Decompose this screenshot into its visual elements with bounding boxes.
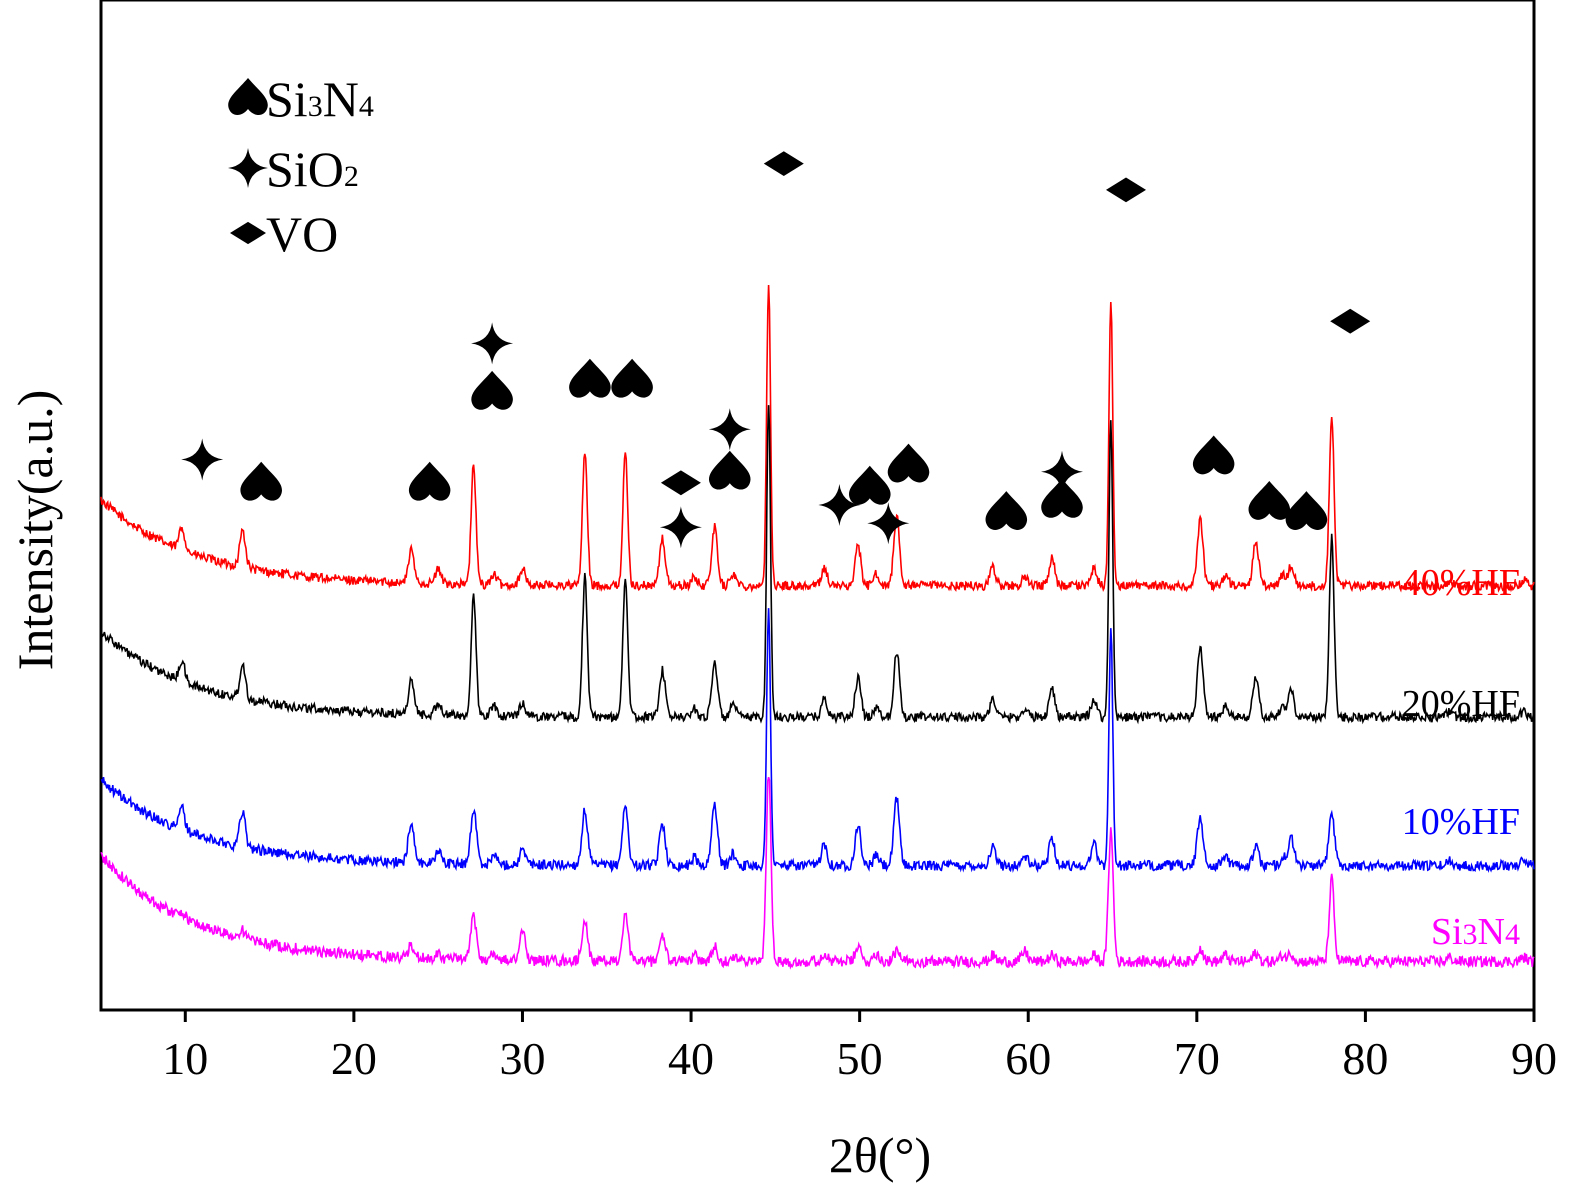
spade-marker: [1285, 491, 1328, 530]
spade-marker: [471, 370, 513, 410]
series-line-2: [100, 608, 1535, 874]
spade-marker: [985, 491, 1028, 530]
series-line-0: [100, 284, 1535, 593]
legend-star-icon: [228, 148, 268, 188]
series-line-1: [100, 405, 1535, 725]
star-marker: [818, 484, 861, 526]
star-marker: [1041, 450, 1083, 493]
x-axis-title: 2θ(°): [829, 1127, 931, 1183]
x-tick-label: 30: [499, 1033, 545, 1084]
legend-entry-label: SiO2: [266, 141, 359, 197]
spade-marker: [611, 358, 653, 398]
spade-marker: [569, 358, 611, 398]
annotation-layer: [181, 151, 1371, 549]
star-marker: [867, 502, 910, 545]
legend-text-part: SiO: [266, 141, 344, 197]
series-label-part: 20%HF: [1402, 683, 1520, 725]
x-tick-label: 20: [331, 1033, 377, 1084]
series-label: 40%HF: [1402, 562, 1520, 604]
legend-diamond-icon: [230, 221, 266, 245]
spade-marker: [1248, 481, 1291, 520]
spade-marker: [1041, 478, 1083, 518]
legend-text-part: 2: [344, 160, 359, 193]
spade-marker: [709, 450, 751, 490]
series-label-part: 40%HF: [1402, 562, 1520, 604]
diamond-marker: [1106, 177, 1146, 203]
series-label-part: 10%HF: [1402, 801, 1520, 843]
series-label-part: 3: [1463, 918, 1478, 951]
plot-frame: [99, 0, 1536, 1012]
x-tick-label: 40: [668, 1033, 714, 1084]
diamond-marker: [763, 151, 804, 176]
star-marker: [181, 438, 224, 481]
star-marker: [471, 322, 514, 365]
legend-entry-label: Si3N4: [266, 71, 374, 127]
spade-marker: [240, 461, 282, 501]
series-labels: 40%HF 20%HF 10%HF Si3N4: [1402, 562, 1520, 953]
legend-text-part: 3: [308, 90, 323, 123]
x-tick-label: 50: [837, 1033, 883, 1084]
series-label-part: 4: [1505, 918, 1520, 951]
x-tick-label: 90: [1511, 1033, 1557, 1084]
legend-text-part: VO: [266, 206, 338, 262]
x-tick-label: 80: [1342, 1033, 1388, 1084]
spade-marker: [408, 461, 451, 501]
series-label-part: N: [1478, 911, 1505, 953]
series-line-3: [100, 776, 1535, 970]
star-marker: [659, 506, 702, 549]
spade-marker: [887, 443, 930, 483]
legend-spade-icon: [228, 78, 268, 115]
legend-entry-label: VO: [266, 206, 338, 262]
x-tick-label: 10: [162, 1033, 208, 1084]
legend-text-part: 4: [359, 90, 374, 123]
series-label-part: Si: [1431, 911, 1463, 953]
spade-marker: [1192, 435, 1235, 475]
series-label: 20%HF: [1402, 683, 1520, 725]
diamond-marker: [660, 470, 701, 496]
legend-text-part: N: [323, 71, 359, 127]
series-label: Si3N4: [1431, 911, 1520, 953]
series-layer: [100, 284, 1535, 970]
x-tick-label: 70: [1174, 1033, 1220, 1084]
x-tick-label: 60: [1005, 1033, 1051, 1084]
x-axis: 10 20 30 40 50 60 70 80 90: [162, 1010, 1557, 1084]
spade-marker: [849, 465, 891, 505]
legend-text-part: Si: [266, 71, 308, 127]
diamond-marker: [1330, 308, 1371, 334]
y-axis-title: Intensity(a.u.): [7, 390, 63, 670]
series-label: 10%HF: [1402, 801, 1520, 843]
star-marker: [708, 408, 751, 451]
